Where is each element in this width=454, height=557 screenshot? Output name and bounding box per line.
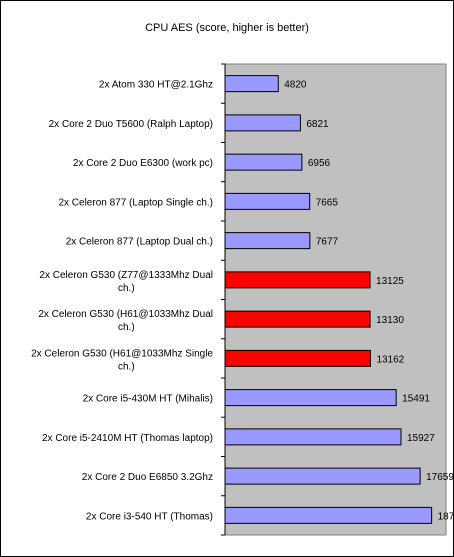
value-label: 17659 <box>426 472 454 483</box>
category-label: 2x Core i5-2410M HT (Thomas laptop) <box>42 433 213 444</box>
category-label: 2x Core i5-430M HT (Mihalis) <box>83 394 213 405</box>
bar <box>224 310 371 328</box>
value-label: 6956 <box>308 158 331 169</box>
category-label: 2x Core 2 Duo T5600 (Ralph Laptop) <box>49 119 213 130</box>
category-label: 2x Celeron 877 (Laptop Dual ch.) <box>66 237 213 248</box>
bar <box>224 428 402 446</box>
value-label: 13162 <box>376 354 404 365</box>
bar <box>224 271 371 289</box>
category-label: 2x Celeron G530 (H61@1033Mhz Dual ch.) <box>38 309 213 333</box>
bar <box>224 506 433 524</box>
category-label: 2x Core 2 Duo E6300 (work pc) <box>73 158 213 169</box>
bar <box>224 153 303 171</box>
value-label: 4820 <box>284 80 307 91</box>
value-label: 18700 <box>438 511 454 522</box>
plot-area <box>224 63 447 536</box>
value-label: 13130 <box>376 315 404 326</box>
bar <box>224 389 397 407</box>
chart-title: CPU AES (score, higher is better) <box>145 22 309 34</box>
bar <box>224 467 421 485</box>
category-label: 2x Celeron G530 (H61@1033Mhz Single ch.) <box>31 348 213 372</box>
category-label: 2x Celeron G530 (Z77@1333Mhz Dual ch.) <box>39 270 213 294</box>
value-label: 7665 <box>316 197 339 208</box>
category-label: 2x Celeron 877 (Laptop Single ch.) <box>58 197 213 208</box>
value-label: 15491 <box>402 394 430 405</box>
bar <box>224 349 371 367</box>
bar <box>224 232 311 250</box>
category-label: 2x Core 2 Duo E6850 3.2Ghz <box>82 472 213 483</box>
bar <box>224 192 311 210</box>
value-label: 6821 <box>306 119 329 130</box>
bar <box>224 114 301 132</box>
category-label: 2x Atom 330 HT@2.1Ghz <box>99 80 213 91</box>
value-label: 13125 <box>376 276 404 287</box>
value-label: 7677 <box>316 237 339 248</box>
bar <box>224 75 279 93</box>
value-label: 15927 <box>407 433 435 444</box>
category-label: 2x Core i3-540 HT (Thomas) <box>86 511 213 522</box>
